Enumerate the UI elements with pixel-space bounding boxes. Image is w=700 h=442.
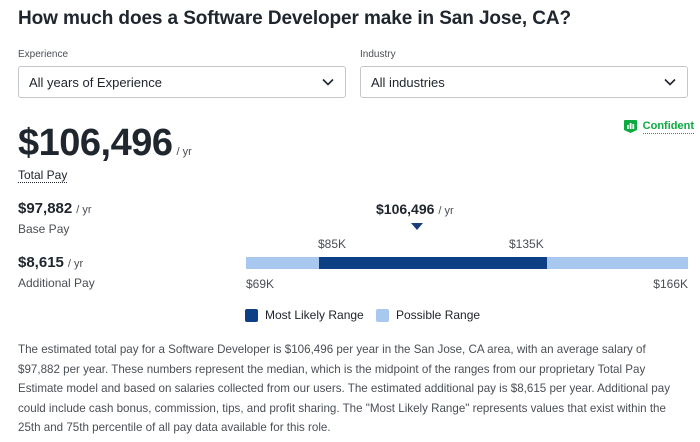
total-pay-unit: / yr: [176, 146, 192, 158]
confidence-indicator[interactable]: Confident: [623, 119, 694, 134]
base-pay-amount: $97,882: [18, 200, 73, 217]
legend-possible: Possible Range: [376, 308, 480, 322]
additional-pay-label: Additional Pay: [18, 276, 95, 290]
possible-low-label: $69K: [246, 277, 275, 291]
page-title: How much does a Software Developer make …: [18, 8, 571, 29]
most-likely-low-label: $85K: [318, 237, 347, 251]
industry-select[interactable]: All industries: [360, 66, 688, 98]
possible-range-bar: [246, 257, 688, 269]
experience-label: Experience: [18, 49, 69, 60]
experience-select[interactable]: All years of Experience: [18, 66, 346, 98]
most-likely-high-label: $135K: [509, 237, 544, 251]
base-pay-label: Base Pay: [18, 222, 70, 236]
legend-swatch-most-likely: [245, 308, 258, 322]
industry-label: Industry: [360, 49, 396, 60]
base-pay-unit: / yr: [76, 204, 92, 216]
pay-description: The estimated total pay for a Software D…: [18, 343, 670, 434]
legend-possible-label: Possible Range: [396, 308, 481, 322]
possible-high-label: $166K: [653, 277, 688, 291]
total-pay-amount: $106,496: [18, 122, 173, 164]
total-pay-label[interactable]: Total Pay: [18, 168, 68, 183]
legend-most-likely-label: Most Likely Range: [265, 308, 364, 322]
bar-chart-badge-icon: [623, 119, 638, 134]
chevron-down-icon: [321, 75, 335, 89]
median-pay-label: $106,496 / yr: [376, 201, 454, 217]
most-likely-range-bar: [318, 257, 547, 269]
experience-select-value: All years of Experience: [29, 74, 162, 90]
base-pay: $97,882 / yr: [18, 200, 92, 217]
median-pay-unit: / yr: [438, 205, 454, 217]
industry-select-value: All industries: [371, 74, 445, 90]
additional-pay-unit: / yr: [67, 258, 84, 270]
confidence-label: Confident: [642, 120, 694, 134]
median-pay-amount: $106,496: [376, 201, 435, 217]
additional-pay: $8,615 / yr: [18, 254, 83, 271]
additional-pay-amount: $8,615: [18, 254, 64, 271]
total-pay: $106,496 / yr: [18, 122, 192, 165]
median-marker-icon: [411, 223, 423, 230]
legend-swatch-possible: [376, 308, 389, 322]
chevron-down-icon: [663, 75, 677, 89]
legend-most-likely: Most Likely Range: [245, 308, 364, 322]
